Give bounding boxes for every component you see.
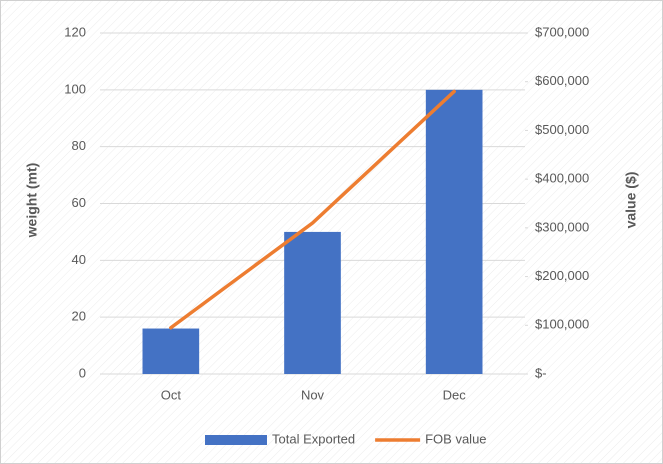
y2-tick-label: $- [535, 365, 547, 380]
y-tick-label: 20 [72, 309, 86, 324]
y-tick-label: 80 [72, 138, 86, 153]
legend-label: FOB value [425, 431, 486, 446]
y2-tick-label: $200,000 [535, 268, 589, 283]
y2-tick-label: $700,000 [535, 24, 589, 39]
y-tick-label: 100 [64, 81, 86, 96]
y2-tick-label: $600,000 [535, 73, 589, 88]
bar [142, 328, 200, 374]
bar [425, 89, 483, 374]
y-tick-label: 0 [79, 365, 86, 380]
y2-tick-label: $500,000 [535, 122, 589, 137]
line [169, 89, 456, 330]
y2-tick-label: $400,000 [535, 171, 589, 186]
y-axis-title: weight (mt) [24, 163, 40, 239]
x-tick-label: Nov [301, 387, 325, 402]
legend-swatch [205, 435, 267, 445]
y2-axis-title: value ($) [623, 172, 639, 229]
legend-label: Total Exported [272, 431, 355, 446]
bar [284, 231, 341, 374]
y-tick-label: 40 [72, 252, 86, 267]
y2-tick-label: $300,000 [535, 219, 589, 234]
y2-tick-label: $100,000 [535, 317, 589, 332]
y-tick-label: 60 [72, 195, 86, 210]
y-tick-label: 120 [64, 24, 86, 39]
x-tick-label: Dec [443, 387, 467, 402]
x-tick-label: Oct [161, 387, 182, 402]
